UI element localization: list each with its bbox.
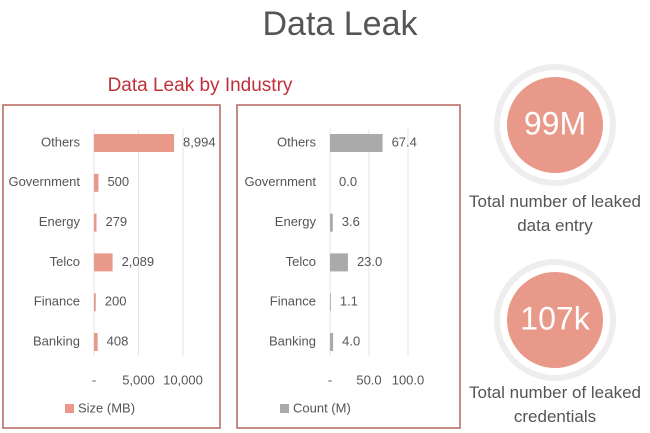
x-tick-label: 50.0: [356, 372, 381, 387]
bar: [94, 293, 96, 312]
x-tick-label: 100.0: [392, 372, 425, 387]
bar: [330, 134, 383, 152]
data-label: 1.1: [340, 294, 358, 309]
data-label: 3.6: [342, 214, 360, 229]
legend-swatch: [65, 404, 74, 413]
bar: [94, 253, 113, 272]
data-label: 2,089: [122, 254, 155, 269]
panel: [236, 104, 461, 429]
x-tick-label: 10,000: [163, 372, 203, 387]
y-tick-label: Banking: [33, 333, 80, 348]
data-label: 67.4: [392, 134, 417, 149]
data-label: 8,994: [183, 134, 216, 149]
y-tick-label: Finance: [34, 294, 80, 309]
kpi-ring: [494, 259, 616, 381]
bar: [94, 173, 99, 192]
kpi-label: Total number of leaked data entry: [469, 192, 641, 235]
y-tick-label: Telco: [286, 254, 316, 269]
legend-label: Count (M): [293, 400, 351, 415]
kpi-value: 99M: [524, 105, 586, 141]
bar: [94, 333, 98, 351]
bar: [330, 333, 334, 351]
legend-swatch: [280, 404, 289, 413]
kpi-ring: [494, 64, 616, 186]
data-label: 500: [107, 174, 129, 189]
legend-label: Size (MB): [78, 400, 135, 415]
data-label: 279: [105, 214, 127, 229]
kpi-circle: [507, 272, 603, 368]
x-tick-label: 5,000: [122, 372, 155, 387]
bar: [94, 213, 97, 232]
y-tick-label: Telco: [50, 254, 80, 269]
data-label: 4.0: [342, 333, 360, 348]
y-tick-label: Others: [277, 134, 317, 149]
x-tick-label: -: [92, 372, 96, 387]
y-tick-label: Government: [244, 174, 316, 189]
y-tick-label: Government: [8, 174, 80, 189]
bar: [330, 253, 348, 272]
y-tick-label: Others: [41, 134, 81, 149]
data-label: 0.0: [339, 174, 357, 189]
page-title: Data Leak: [263, 5, 419, 43]
kpi-value: 107k: [520, 300, 590, 336]
panel: [2, 104, 221, 429]
kpi-label: Total number of leaked credentials: [469, 383, 641, 426]
y-tick-label: Energy: [39, 214, 81, 229]
bar: [330, 213, 333, 232]
bar: [94, 134, 175, 152]
y-tick-label: Finance: [270, 294, 316, 309]
data-label: 200: [105, 294, 127, 309]
data-label: 23.0: [357, 254, 382, 269]
y-tick-label: Energy: [275, 214, 317, 229]
section-title: Data Leak by Industry: [108, 75, 293, 96]
kpi-circle: [507, 77, 603, 173]
y-tick-label: Banking: [269, 333, 316, 348]
bar: [330, 293, 331, 312]
data-label: 408: [107, 333, 129, 348]
x-tick-label: -: [328, 372, 332, 387]
